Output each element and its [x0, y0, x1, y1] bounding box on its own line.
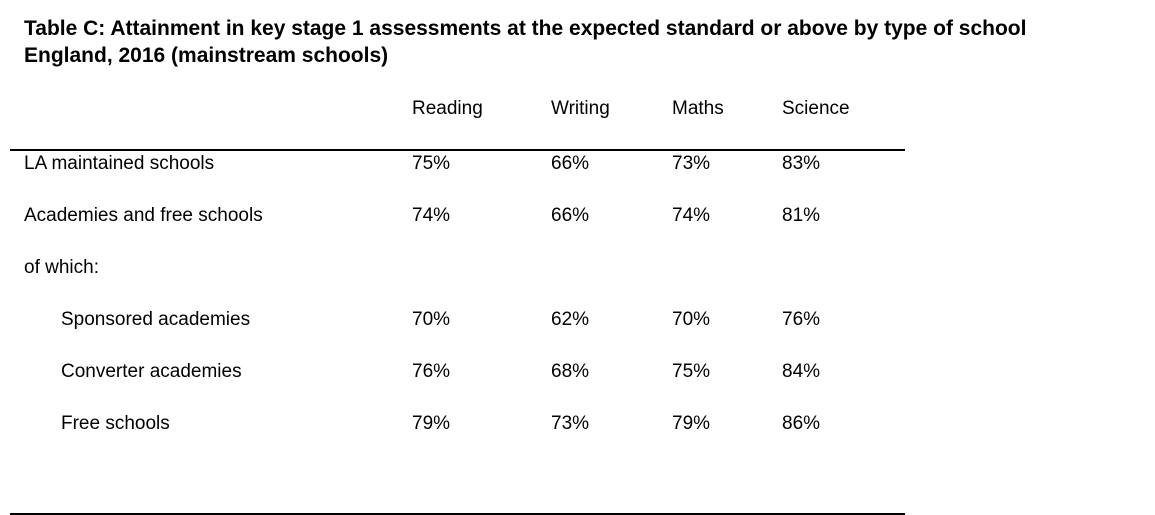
cell-reading: 74%	[412, 205, 451, 226]
cell-writing: 62%	[551, 309, 590, 330]
table-row: Converter academies 76% 68% 75% 84%	[10, 359, 905, 411]
row-label: of which:	[24, 257, 99, 278]
cell-maths: 75%	[672, 361, 711, 382]
row-label: LA maintained schools	[24, 153, 215, 174]
table-header-row: Reading Writing Maths Science	[10, 90, 905, 151]
cell-maths: 70%	[672, 309, 711, 330]
cell-science: 76%	[782, 309, 821, 330]
table-row: Sponsored academies 70% 62% 70% 76%	[10, 307, 905, 359]
cell-maths: 73%	[672, 153, 711, 174]
column-header-writing: Writing	[551, 98, 610, 119]
cell-science: 84%	[782, 361, 821, 382]
table-title: Table C: Attainment in key stage 1 asses…	[24, 15, 1026, 69]
table-row: Free schools 79% 73% 79% 86%	[10, 411, 905, 463]
row-label: Converter academies	[61, 361, 242, 382]
table-bottom-rule	[10, 463, 905, 515]
table-row: Academies and free schools 74% 66% 74% 8…	[10, 203, 905, 255]
cell-reading: 76%	[412, 361, 451, 382]
table-title-line-1: Table C: Attainment in key stage 1 asses…	[24, 17, 1027, 40]
row-label: Free schools	[61, 413, 170, 434]
cell-writing: 68%	[551, 361, 590, 382]
cell-science: 83%	[782, 153, 821, 174]
table-row: LA maintained schools 75% 66% 73% 83%	[10, 151, 905, 203]
cell-science: 81%	[782, 205, 821, 226]
cell-reading: 79%	[412, 413, 451, 434]
attainment-table: Reading Writing Maths Science LA maintai…	[10, 90, 905, 515]
row-label: Sponsored academies	[61, 309, 251, 330]
table-row: of which:	[10, 255, 905, 307]
cell-writing: 73%	[551, 413, 590, 434]
column-header-maths: Maths	[672, 98, 724, 119]
cell-writing: 66%	[551, 205, 590, 226]
cell-maths: 74%	[672, 205, 711, 226]
table-title-line-2: England, 2016 (mainstream schools)	[24, 44, 389, 67]
column-header-reading: Reading	[412, 98, 483, 119]
cell-maths: 79%	[672, 413, 711, 434]
cell-reading: 70%	[412, 309, 451, 330]
cell-science: 86%	[782, 413, 821, 434]
column-header-science: Science	[782, 98, 850, 119]
row-label: Academies and free schools	[24, 205, 263, 226]
cell-writing: 66%	[551, 153, 590, 174]
cell-reading: 75%	[412, 153, 451, 174]
